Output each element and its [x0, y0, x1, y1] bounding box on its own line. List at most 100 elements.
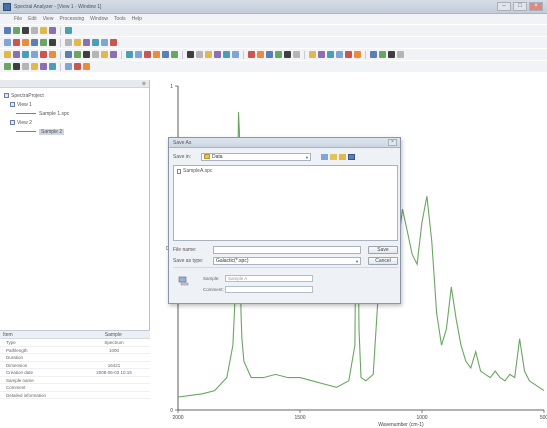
toolbar-button-icon[interactable] — [31, 63, 38, 70]
property-row[interactable]: Detailed information — [0, 392, 150, 399]
menu-tools[interactable]: Tools — [113, 16, 126, 22]
menu-processing[interactable]: Processing — [59, 16, 85, 22]
toolbar-button-icon[interactable] — [101, 39, 108, 46]
toolbar-button-icon[interactable] — [49, 63, 56, 70]
property-row[interactable]: Type Spectrum — [0, 339, 150, 347]
toolbar-button-icon[interactable] — [4, 27, 11, 34]
file-item[interactable]: SampleA.spc — [174, 166, 397, 176]
toolbar-button-icon[interactable] — [74, 63, 81, 70]
toolbar-button-icon[interactable] — [40, 51, 47, 58]
toolbar-button-icon[interactable] — [153, 51, 160, 58]
toolbar-button-icon[interactable] — [284, 51, 291, 58]
toolbar-button-icon[interactable] — [336, 51, 343, 58]
toolbar-button-icon[interactable] — [65, 27, 72, 34]
up-folder-icon[interactable] — [330, 153, 337, 160]
menu-edit[interactable]: Edit — [28, 16, 37, 22]
tree-item[interactable]: View 1 — [4, 100, 145, 109]
toolbar-button-icon[interactable] — [397, 51, 404, 58]
toolbar-button-icon[interactable] — [92, 51, 99, 58]
toolbar-button-icon[interactable] — [214, 51, 221, 58]
toolbar-button-icon[interactable] — [40, 27, 47, 34]
toolbar-button-icon[interactable] — [40, 63, 47, 70]
tree-item[interactable]: SpectraProject — [4, 91, 145, 100]
toolbar-button-icon[interactable] — [379, 51, 386, 58]
toolbar-button-icon[interactable] — [354, 51, 361, 58]
toolbar-button-icon[interactable] — [83, 51, 90, 58]
toolbar-button-icon[interactable] — [223, 51, 230, 58]
property-row[interactable]: Sample name — [0, 377, 150, 384]
toolbar-button-icon[interactable] — [13, 39, 20, 46]
toolbar-button-icon[interactable] — [31, 51, 38, 58]
menu-window[interactable]: Window — [90, 16, 108, 22]
save-button[interactable]: Save — [368, 245, 398, 254]
toolbar-button-icon[interactable] — [135, 51, 142, 58]
toolbar-button-icon[interactable] — [74, 39, 81, 46]
toolbar-button-icon[interactable] — [126, 51, 133, 58]
toolbar-button-icon[interactable] — [65, 63, 72, 70]
toolbar-button-icon[interactable] — [83, 63, 90, 70]
toolbar-button-icon[interactable] — [144, 51, 151, 58]
toolbar-button-icon[interactable] — [205, 51, 212, 58]
toolbar-button-icon[interactable] — [318, 51, 325, 58]
property-row[interactable]: Pathlength 1000 — [0, 347, 150, 354]
filetype-dropdown[interactable]: Galactic(*.spc) ▼ — [213, 256, 361, 265]
toolbar-button-icon[interactable] — [74, 51, 81, 58]
minimize-button[interactable]: – — [497, 2, 511, 11]
toolbar-button-icon[interactable] — [309, 51, 316, 58]
toolbar-button-icon[interactable] — [13, 63, 20, 70]
toolbar-button-icon[interactable] — [65, 39, 72, 46]
toolbar-button-icon[interactable] — [40, 39, 47, 46]
tree-item[interactable]: Sample 2 — [4, 127, 145, 136]
toolbar-button-icon[interactable] — [196, 51, 203, 58]
pin-icon[interactable]: ⊗ — [141, 81, 146, 87]
toolbar-button-icon[interactable] — [31, 39, 38, 46]
toolbar-button-icon[interactable] — [345, 51, 352, 58]
toolbar-button-icon[interactable] — [22, 27, 29, 34]
close-button[interactable]: × — [529, 2, 543, 11]
property-row[interactable]: Creation date 2008-06-03 10:15 — [0, 369, 150, 377]
tree-item[interactable]: View 2 — [4, 118, 145, 127]
toolbar-button-icon[interactable] — [257, 51, 264, 58]
toolbar-button-icon[interactable] — [187, 51, 194, 58]
toolbar-button-icon[interactable] — [49, 39, 56, 46]
toolbar-button-icon[interactable] — [49, 27, 56, 34]
new-folder-icon[interactable] — [339, 153, 346, 160]
toolbar-button-icon[interactable] — [31, 27, 38, 34]
toolbar-button-icon[interactable] — [13, 51, 20, 58]
comment-input[interactable] — [225, 285, 313, 293]
toolbar-button-icon[interactable] — [4, 63, 11, 70]
maximize-button[interactable]: □ — [513, 2, 527, 11]
toolbar-button-icon[interactable] — [162, 51, 169, 58]
toolbar-button-icon[interactable] — [327, 51, 334, 58]
toolbar-button-icon[interactable] — [101, 51, 108, 58]
toolbar-button-icon[interactable] — [110, 39, 117, 46]
property-row[interactable]: Dimension 16421 — [0, 362, 150, 369]
toolbar-button-icon[interactable] — [49, 51, 56, 58]
dialog-close-button[interactable]: × — [388, 139, 397, 146]
toolbar-button-icon[interactable] — [22, 63, 29, 70]
toolbar-button-icon[interactable] — [171, 51, 178, 58]
menu-help[interactable]: Help — [131, 16, 142, 22]
view-menu-icon[interactable] — [348, 153, 355, 160]
file-list[interactable]: SampleA.spc — [173, 165, 398, 241]
toolbar-button-icon[interactable] — [388, 51, 395, 58]
toolbar-button-icon[interactable] — [266, 51, 273, 58]
toolbar-button-icon[interactable] — [4, 51, 11, 58]
toolbar-button-icon[interactable] — [293, 51, 300, 58]
tree-item[interactable]: Sample 1.spc — [4, 109, 145, 118]
toolbar-button-icon[interactable] — [22, 39, 29, 46]
cancel-button[interactable]: Cancel — [368, 256, 398, 265]
toolbar-button-icon[interactable] — [4, 39, 11, 46]
toolbar-button-icon[interactable] — [232, 51, 239, 58]
toolbar-button-icon[interactable] — [22, 51, 29, 58]
menu-view[interactable]: View — [42, 16, 54, 22]
toolbar-button-icon[interactable] — [13, 27, 20, 34]
sample-input[interactable]: Sample A — [225, 274, 313, 282]
toolbar-button-icon[interactable] — [370, 51, 377, 58]
toolbar-button-icon[interactable] — [248, 51, 255, 58]
property-row[interactable]: Duration — [0, 354, 150, 362]
toolbar-button-icon[interactable] — [110, 51, 117, 58]
property-row[interactable]: Comment — [0, 384, 150, 392]
menu-file[interactable]: File — [14, 16, 23, 22]
toolbar-button-icon[interactable] — [65, 51, 72, 58]
